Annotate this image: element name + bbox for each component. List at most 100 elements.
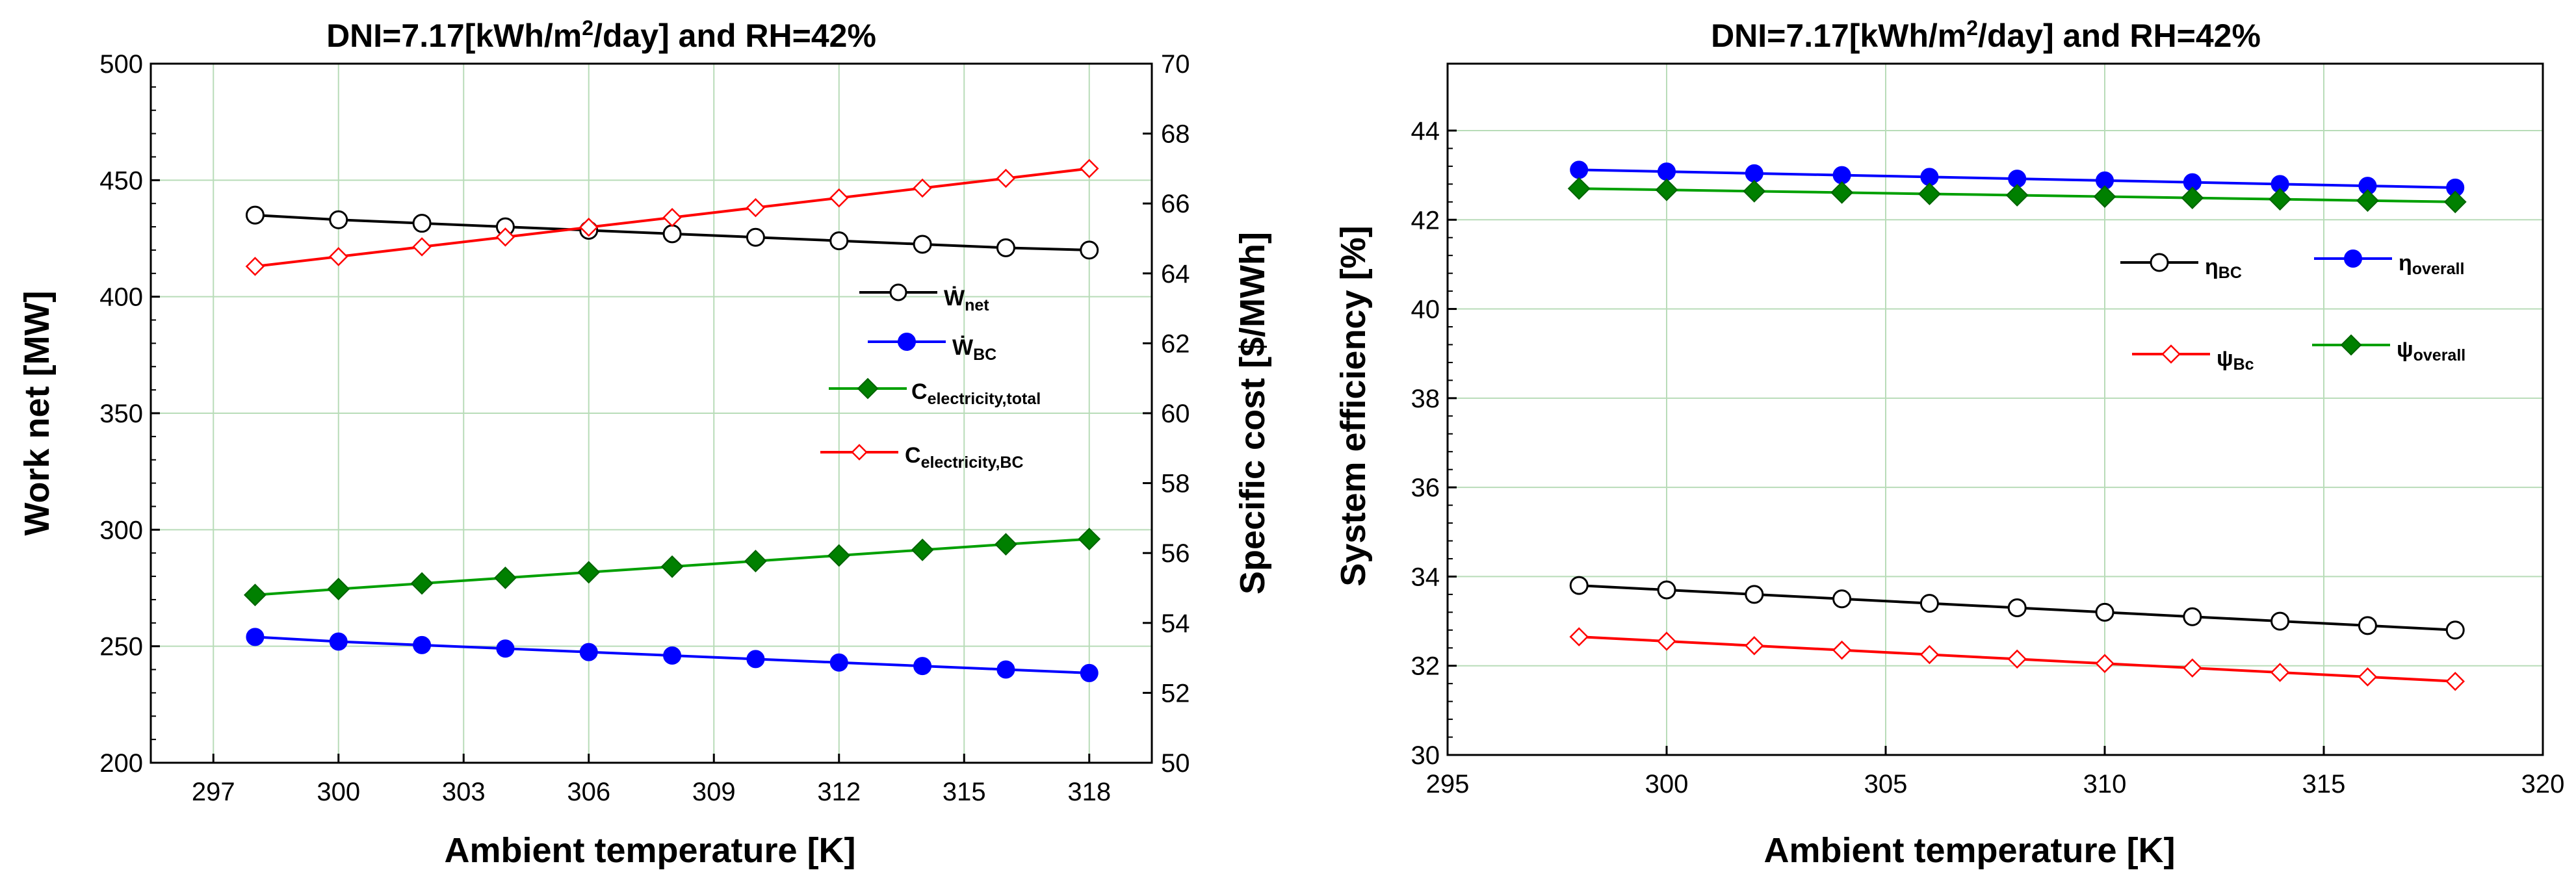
data-point — [2093, 185, 2116, 208]
left-legend: Ẇnet ẆBC Celectricity,total Celectricity… — [820, 283, 1041, 472]
data-point — [2270, 611, 2290, 631]
data-point — [246, 628, 265, 646]
legend-entry-c-electricity-total: Celectricity,total — [829, 377, 1041, 408]
data-point — [412, 214, 432, 233]
y2-tick-label: 58 — [1161, 470, 1190, 498]
data-point — [2269, 188, 2292, 211]
svg-text:ηoverall: ηoverall — [2399, 251, 2464, 278]
data-point — [913, 178, 932, 198]
x-tick-label: 315 — [2302, 770, 2346, 798]
data-point — [1918, 183, 1941, 205]
y-tick-label: 36 — [1411, 474, 1440, 502]
svg-text:ẆBC: ẆBC — [952, 335, 996, 364]
data-point — [412, 237, 432, 257]
data-point — [996, 660, 1015, 679]
data-point — [663, 646, 682, 665]
right-legend: ηBC ηoverall ψBc ψoverall — [2120, 249, 2465, 374]
data-point — [1078, 528, 1101, 551]
data-point — [2181, 186, 2204, 210]
x-tick-label: 312 — [817, 778, 861, 806]
y-tick-label: 38 — [1411, 385, 1440, 413]
data-point — [744, 550, 767, 572]
y2-tick-label: 50 — [1161, 749, 1190, 778]
legend-entry-psi-overall: ψoverall — [2312, 334, 2465, 364]
data-point — [2270, 663, 2290, 682]
y2-tick-label: 64 — [1161, 260, 1190, 288]
svg-text:Ẇnet: Ẇnet — [944, 286, 989, 314]
svg-text:ψBc: ψBc — [2217, 346, 2254, 374]
data-point — [2443, 190, 2467, 214]
data-point — [1745, 636, 1764, 656]
data-point — [2095, 602, 2114, 622]
right-chart-title: DNI=7.17[kWh/m2/day] and RH=42% — [1711, 16, 2261, 54]
legend-entry-eta-overall: ηoverall — [2314, 249, 2464, 278]
x-tick-label: 295 — [1426, 770, 1470, 798]
data-point — [911, 538, 934, 561]
svg-text:ηBC: ηBC — [2205, 255, 2242, 282]
data-point — [579, 643, 598, 661]
data-point — [827, 544, 851, 567]
data-point — [2005, 184, 2029, 207]
left-x-axis-label: Ambient temperature [K] — [444, 831, 855, 870]
data-point — [1657, 632, 1676, 651]
right-y-axis-label: Specific cost [$/MWh] — [1233, 232, 1272, 594]
x-tick-label: 320 — [2521, 770, 2565, 798]
legend-entry-w-bc: ẆBC — [868, 333, 996, 364]
data-point — [1743, 179, 1766, 203]
x-tick-label: 315 — [943, 778, 986, 806]
svg-text:Celectricity,BC: Celectricity,BC — [905, 443, 1024, 472]
y2-tick-label: 70 — [1161, 50, 1190, 79]
x-tick-label: 300 — [317, 778, 360, 806]
y2-tick-label: 68 — [1161, 120, 1190, 149]
right-x-axis-label: Ambient temperature [K] — [1763, 831, 2175, 870]
data-point — [1567, 177, 1591, 200]
data-point — [1832, 166, 1851, 185]
data-point — [244, 583, 267, 607]
data-point — [1832, 640, 1852, 660]
y-tick-label: 250 — [99, 633, 143, 661]
x-tick-label: 300 — [1645, 770, 1689, 798]
data-point — [1832, 589, 1852, 609]
data-point — [2183, 658, 2202, 678]
data-point — [746, 198, 766, 218]
data-point — [1745, 585, 1764, 604]
data-point — [1919, 594, 1939, 613]
data-point — [577, 561, 601, 584]
data-point — [1657, 580, 1676, 600]
data-point — [413, 635, 432, 654]
right-chart: DNI=7.17[kWh/m2/day] and RH=42% 295 300 30… — [1334, 16, 2564, 870]
data-point — [2358, 667, 2378, 687]
data-point — [1658, 162, 1676, 181]
data-point — [2095, 654, 2114, 674]
right-plot-frame — [1446, 62, 2544, 756]
data-point — [2183, 607, 2202, 626]
x-tick-label: 306 — [567, 778, 610, 806]
data-point — [1080, 240, 1099, 260]
legend-entry-w-net: Ẇnet — [859, 283, 989, 314]
y-tick-label: 400 — [99, 283, 143, 312]
y2-tick-label: 56 — [1161, 539, 1190, 568]
data-point — [494, 566, 517, 589]
data-point — [662, 207, 682, 227]
data-point — [996, 238, 1015, 257]
right-y-axis-label: System efficiency [%] — [1334, 225, 1373, 586]
y-tick-label: 350 — [99, 400, 143, 428]
y2-tick-label: 66 — [1161, 190, 1190, 218]
data-point — [829, 188, 849, 208]
data-point — [327, 578, 350, 601]
data-point — [2445, 671, 2465, 691]
data-point — [496, 639, 515, 658]
x-tick-label: 303 — [442, 778, 486, 806]
data-point — [829, 653, 848, 672]
data-point — [1080, 663, 1099, 682]
data-point — [829, 231, 849, 251]
data-point — [2356, 189, 2379, 212]
data-point — [1569, 627, 1589, 646]
data-point — [328, 247, 348, 266]
data-point — [662, 224, 682, 244]
y-tick-label: 44 — [1411, 117, 1440, 146]
y-tick-label: 30 — [1411, 741, 1440, 770]
y2-tick-label: 60 — [1161, 400, 1190, 428]
data-point — [245, 205, 265, 225]
x-tick-label: 297 — [192, 778, 235, 806]
